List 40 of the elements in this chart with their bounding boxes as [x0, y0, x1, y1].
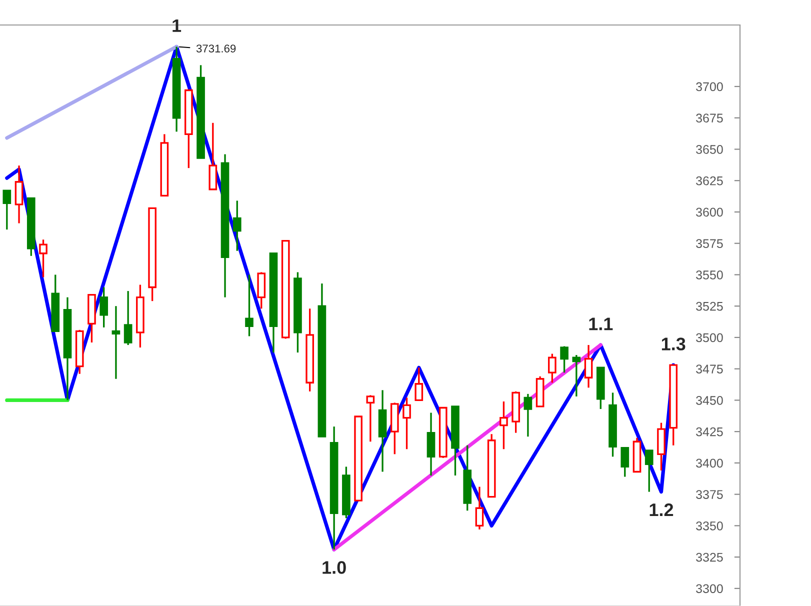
y-tick-label: 3325 — [696, 552, 723, 562]
candlestick — [63, 296, 72, 402]
y-tick-label: 3625 — [696, 176, 723, 186]
y-tick-label: 3425 — [696, 427, 723, 436]
candlestick — [330, 426, 338, 550]
annotation: 1.2 — [650, 503, 674, 516]
candlestick — [220, 153, 230, 298]
y-tick-label: 3675 — [696, 114, 723, 123]
y-tick-label: 3450 — [696, 396, 723, 405]
annotation: 1.1 — [589, 318, 613, 330]
candlestick — [500, 400, 508, 450]
candlestick — [232, 200, 242, 252]
candlestick — [584, 344, 593, 388]
y-tick-label: 3500 — [696, 333, 723, 342]
candlestick — [524, 393, 532, 438]
candlestick — [475, 486, 484, 530]
y-tick-label: 3375 — [696, 490, 723, 499]
annotation: 1 — [172, 19, 182, 32]
y-tick-label: 3475 — [696, 364, 723, 374]
y-tick-label: 3350 — [696, 521, 723, 530]
candlestick — [136, 284, 144, 348]
y-tick-label: 3525 — [696, 302, 723, 311]
y-tick-label: 3400 — [696, 458, 723, 468]
y-tick-label: 3300 — [696, 584, 723, 594]
candlestick — [100, 286, 108, 328]
candlestick — [378, 389, 387, 473]
candlestick — [426, 412, 436, 476]
candlestick — [608, 392, 617, 458]
annotation: 1.0 — [322, 561, 346, 574]
y-tick-label: 3650 — [696, 145, 723, 154]
y-tick-label: 3700 — [696, 82, 723, 92]
annotation: 1.3 — [662, 338, 686, 350]
candlestick — [172, 46, 181, 132]
candlestick — [245, 274, 254, 338]
candlestick — [112, 305, 120, 380]
y-tick-label: 3600 — [696, 208, 723, 217]
candlestick — [14, 164, 24, 224]
y-tick-label: 3550 — [696, 270, 723, 280]
y-tick-label: 3575 — [696, 239, 723, 248]
annotation: 3731.69 — [196, 44, 236, 52]
